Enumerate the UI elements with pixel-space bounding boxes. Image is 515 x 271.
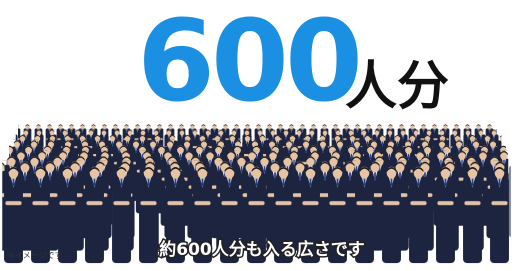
note: ※イメージです (8, 251, 63, 260)
page: 600 人分 ※イメージです 約600人分も入る広さです (() => { co… (0, 0, 515, 271)
ad-image: 600 人分 ※イメージです 約600人分も入る広さです (0, 0, 515, 271)
caption: 約600人分も入る広さです (159, 239, 365, 260)
headline-unit: 人分 (345, 57, 449, 117)
headline-number: 600 (137, 0, 359, 127)
